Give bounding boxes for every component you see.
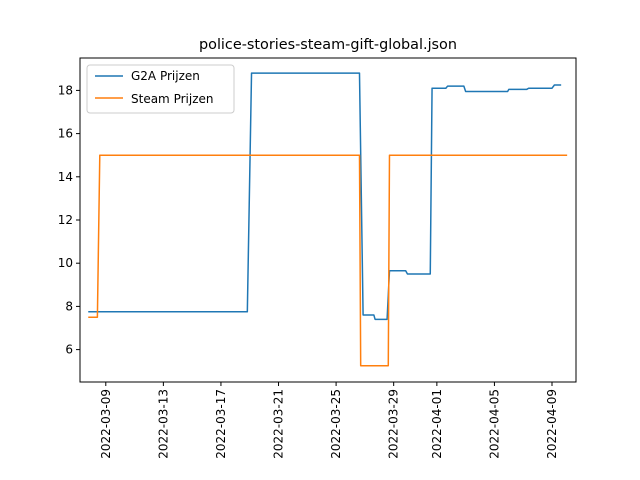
legend: G2A Prijzen Steam Prijzen [86, 64, 235, 114]
y-tick-label: 14 [58, 170, 73, 184]
legend-label-g2a: G2A Prijzen [131, 69, 200, 83]
y-tick-label: 12 [58, 213, 73, 227]
x-tick-label: 2022-03-13 [156, 389, 170, 459]
x-tick-label: 2022-03-21 [272, 389, 286, 459]
y-tick-label: 16 [58, 127, 73, 141]
y-tick-label: 8 [65, 299, 73, 313]
x-tick-label: 2022-04-05 [487, 389, 501, 459]
x-tick-label: 2022-03-25 [329, 389, 343, 459]
legend-box [86, 64, 235, 114]
x-tick-label: 2022-03-09 [99, 389, 113, 459]
series-layer [88, 72, 568, 367]
x-axis-ticks: 2022-03-09 2022-03-13 2022-03-17 2022-03-21… [99, 382, 559, 459]
y-tick-label: 18 [58, 83, 73, 97]
y-axis-ticks: 6 8 10 12 14 16 18 [58, 83, 80, 357]
chart-title: police-stories-steam-gift-global.json [199, 37, 457, 53]
legend-label-steam: Steam Prijzen [131, 92, 213, 106]
y-tick-label: 6 [65, 343, 73, 357]
y-tick-label: 10 [58, 256, 73, 270]
x-tick-label: 2022-04-01 [430, 389, 444, 459]
series-line-0 [88, 72, 562, 321]
plot-area-frame [79, 57, 577, 383]
series-line-1 [88, 154, 568, 367]
x-tick-label: 2022-03-17 [214, 389, 228, 459]
x-tick-label: 2022-03-29 [387, 389, 401, 459]
x-tick-label: 2022-04-09 [545, 389, 559, 459]
